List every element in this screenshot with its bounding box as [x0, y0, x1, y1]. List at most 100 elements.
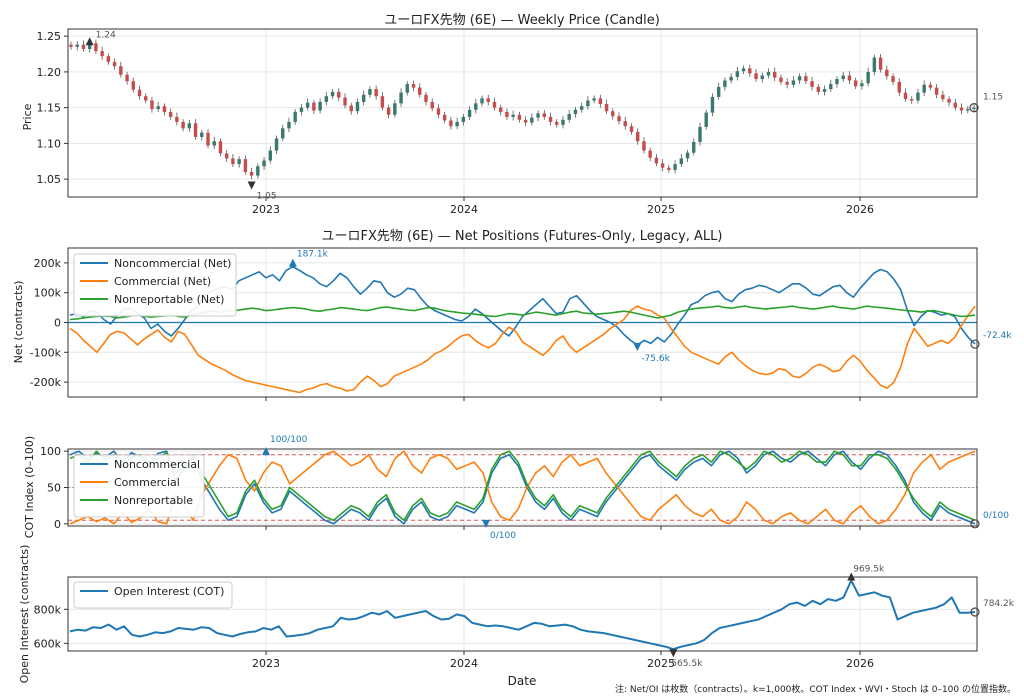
candle-body: [212, 141, 216, 146]
net-last-label: -72.4k: [983, 331, 1012, 341]
candle-body: [268, 150, 272, 161]
candle-body: [866, 71, 870, 84]
candle-body: [604, 104, 609, 112]
y-tick-label: 0: [54, 518, 61, 531]
candle-body: [144, 96, 148, 101]
candle-body: [947, 99, 951, 103]
candle-body: [779, 77, 783, 82]
plot-frame: [67, 576, 978, 652]
candle-body: [511, 114, 515, 117]
candle-body: [673, 164, 677, 170]
x-tick-label: 2024: [450, 203, 478, 216]
cot-bottom-marker: [482, 519, 490, 528]
candle-body: [131, 81, 135, 90]
x-tick-label: 2023: [252, 657, 280, 670]
candle-body: [910, 99, 914, 101]
net-panel-title: ユーロFX先物 (6E) — Net Positions (Futures-On…: [321, 229, 722, 244]
candle-body: [249, 171, 254, 176]
candle-body: [399, 92, 403, 104]
candle-body: [224, 153, 229, 159]
candle-body: [156, 106, 160, 110]
candle-body: [692, 141, 696, 153]
y-tick-label: 1.05: [37, 173, 62, 186]
y-tick-label: -100k: [30, 346, 62, 359]
candle-body: [629, 126, 634, 132]
candle-body: [106, 56, 111, 62]
candle-body: [262, 160, 266, 167]
candle-body: [162, 106, 167, 112]
cot-noncommercial-line: [69, 450, 976, 525]
net-y-label: Net (contracts): [12, 281, 25, 364]
candle-body: [598, 98, 603, 105]
candle-body: [891, 76, 895, 82]
candle-body: [243, 159, 248, 172]
plot-frame: [67, 28, 978, 198]
net-last-marker: [970, 339, 980, 349]
candle-body: [766, 71, 771, 76]
plot-area: [68, 29, 977, 197]
candle-body: [175, 116, 179, 122]
candle-body: [704, 112, 708, 127]
candle-body: [642, 141, 646, 151]
candle-body: [449, 120, 453, 127]
y-tick-label: 1.20: [37, 66, 62, 79]
candle-body: [187, 123, 192, 129]
oi-y-label: Open Interest (contracts): [18, 545, 31, 684]
candle-body: [885, 69, 889, 77]
candle-body: [361, 94, 366, 102]
legend-label: Commercial (Net): [114, 275, 211, 288]
candle-body: [530, 117, 534, 123]
candle-body: [729, 76, 733, 81]
candle-body: [355, 101, 360, 112]
candle-body: [299, 107, 304, 112]
candle-body: [685, 152, 690, 159]
candle-body: [710, 96, 715, 113]
y-tick-label: 1.25: [37, 30, 62, 43]
net-positions-plot: -200k -100k 0 100k 200k 187.1k -75.6k -72.4k Non…: [30, 247, 1012, 401]
candle-body: [635, 131, 640, 142]
candle-body: [137, 89, 142, 97]
footnote: 注: Net/OI は枚数（contracts）。k=1,000枚。COT In…: [615, 683, 1016, 695]
candle-body: [480, 98, 484, 104]
x-tick-label: 2026: [846, 657, 874, 670]
x-tick-label: 2024: [450, 657, 478, 670]
candle-body: [773, 71, 777, 78]
candle-body: [760, 75, 764, 80]
candle-body: [648, 150, 652, 158]
x-tick-label: 2026: [846, 203, 874, 216]
legend-label: Noncommercial: [114, 458, 200, 471]
candle-body: [380, 96, 385, 108]
cot-last-marker: [970, 519, 980, 529]
x-axis-label: Date: [508, 674, 537, 688]
candle-body: [592, 98, 596, 101]
candle-body: [256, 166, 260, 176]
candle-body: [193, 123, 198, 137]
candle-body: [231, 158, 235, 165]
candle-body: [474, 103, 478, 110]
candle-body: [486, 98, 490, 102]
candle-body: [112, 61, 117, 67]
candle-body: [555, 121, 559, 125]
y-tick-label: 200k: [34, 257, 62, 270]
candle-body: [785, 81, 789, 85]
net-max-label: 187.1k: [297, 250, 329, 260]
candle-body: [81, 44, 86, 50]
candle-body: [735, 71, 740, 77]
y-tick-label: 800k: [34, 603, 62, 616]
candle-body: [716, 86, 721, 97]
high-marker: [85, 37, 94, 46]
y-tick-label: 600k: [34, 637, 62, 650]
candle-body: [418, 87, 422, 95]
cot-top-label: 100/100: [270, 435, 308, 445]
candle-body: [878, 57, 883, 70]
candle-body: [561, 119, 565, 125]
candle-body: [411, 84, 416, 88]
candle-body: [916, 92, 920, 101]
candle-body: [959, 107, 964, 111]
x-tick-label: 2023: [252, 203, 280, 216]
candle-body: [312, 102, 316, 111]
candle-body: [343, 97, 347, 106]
candle-body: [567, 114, 571, 120]
candle-body: [872, 57, 877, 72]
